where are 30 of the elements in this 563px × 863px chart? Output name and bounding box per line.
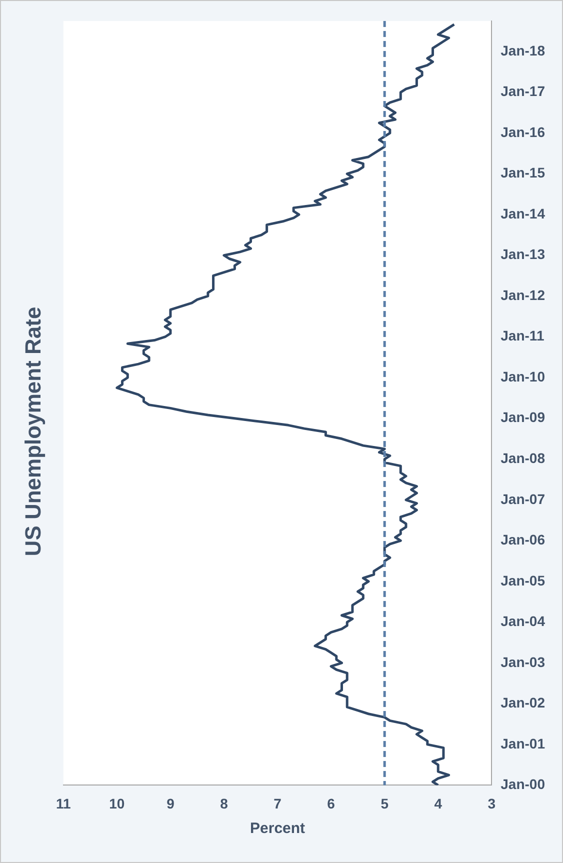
x-tick-label: 7 (274, 795, 282, 812)
x-tick-label: 8 (220, 795, 228, 812)
y-tick-label: Jan-05 (500, 572, 546, 588)
y-tick-label: Jan-15 (500, 164, 546, 181)
x-tick-label: 10 (109, 795, 125, 812)
x-tick-label: 9 (166, 795, 175, 812)
y-tick-label: Jan-01 (500, 735, 546, 752)
text: US Unemployment Rate (20, 306, 46, 556)
y-tick-label: Jan-00 (500, 776, 546, 792)
y-tick-label: Jan-10 (500, 368, 546, 384)
y-tick-label: Jan-16 (500, 124, 546, 140)
y-tick-label: Jan-11 (500, 328, 544, 344)
x-tick-label: 5 (380, 795, 389, 812)
y-tick-label: Jan-04 (500, 613, 546, 630)
y-tick-label: Jan-14 (500, 205, 546, 222)
y-tick-label: Jan-17 (500, 83, 546, 100)
y-tick-label: Jan-06 (500, 532, 546, 548)
y-tick-label: Jan-12 (500, 286, 546, 303)
x-axis-title: Percent (250, 820, 306, 838)
y-tick-label: Jan-18 (500, 42, 546, 58)
y-tick-label: Jan-03 (500, 654, 546, 670)
x-tick-label: 11 (56, 795, 72, 812)
y-tick-label: Jan-07 (500, 490, 546, 507)
y-tick-label: Jan-13 (500, 246, 546, 262)
x-tick-label: 6 (327, 795, 336, 812)
y-tick-label: Jan-09 (500, 409, 546, 426)
y-tick-label: Jan-02 (500, 694, 546, 711)
y-tick-label: Jan-08 (500, 450, 546, 466)
x-tick-label: 3 (488, 795, 496, 812)
x-tick-label: 4 (434, 795, 442, 812)
